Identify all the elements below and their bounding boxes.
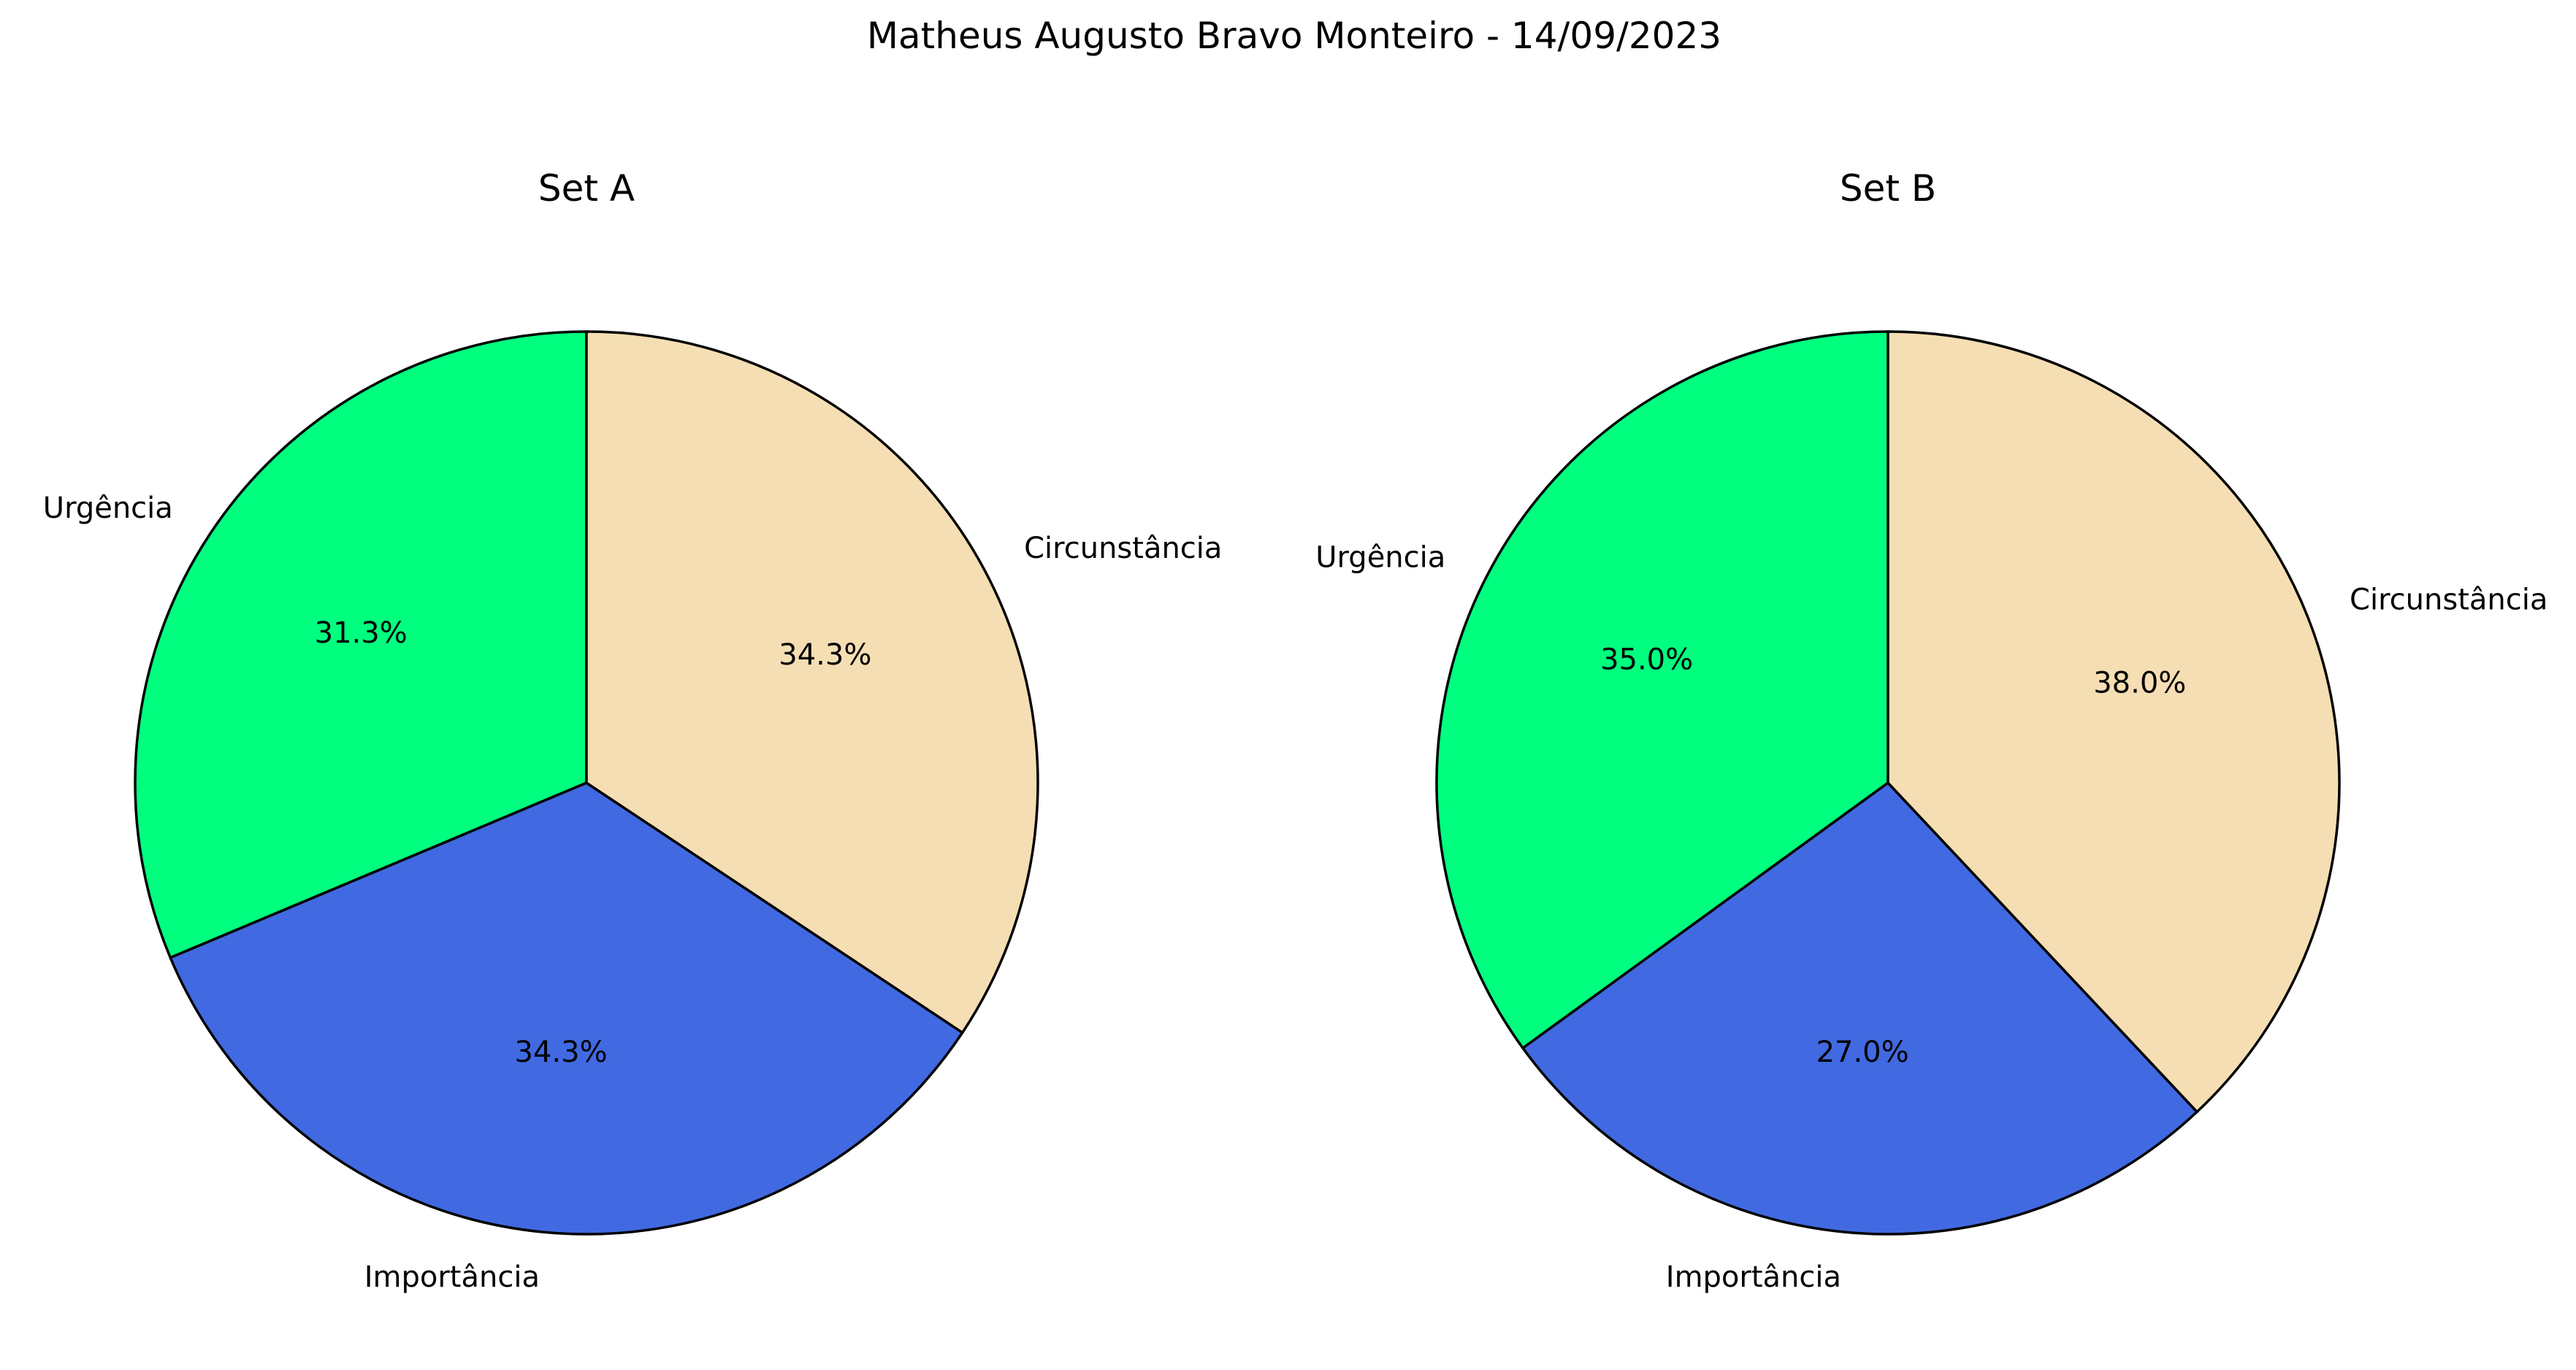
pct-label-set-b-urgencia: 35.0%	[1600, 643, 1693, 677]
slice-label-set-a-circunstancia: Circunstância	[1024, 532, 1222, 565]
slice-label-set-b-importancia: Importância	[1666, 1260, 1841, 1294]
pie-slice-set-a-urgencia	[134, 330, 588, 960]
slice-label-set-a-importancia: Importância	[364, 1260, 540, 1294]
pie-slice-set-b-circunstancia	[1887, 330, 2341, 1114]
slice-label-set-a-urgencia: Urgência	[43, 491, 173, 525]
pie-slice-set-b-urgencia	[1435, 330, 1889, 1049]
pct-label-set-b-circunstancia: 38.0%	[2093, 666, 2186, 700]
pie-slice-set-a-circunstancia	[585, 330, 1039, 1034]
figure-suptitle: Matheus Augusto Bravo Monteiro - 14/09/2…	[867, 15, 1721, 57]
pie-slice-set-b-importancia	[1521, 781, 2198, 1236]
pie-title-set-b: Set B	[1840, 167, 1936, 210]
pie-chart-set-a: Set A Urgência 31.3% Importância 34.3% Circu…	[43, 167, 1223, 1294]
pie-title-set-a: Set A	[538, 167, 635, 210]
slice-label-set-b-circunstancia: Circunstância	[2350, 583, 2548, 617]
pie-chart-set-b: Set B Urgência 35.0% Importância 27.0% Circu…	[1315, 167, 2548, 1294]
pct-label-set-b-importancia: 27.0%	[1816, 1036, 1909, 1069]
pct-label-set-a-urgencia: 31.3%	[315, 616, 408, 650]
slice-label-set-b-urgencia: Urgência	[1315, 540, 1445, 574]
pct-label-set-a-circunstancia: 34.3%	[779, 638, 871, 672]
pie-slice-set-a-importancia	[169, 781, 964, 1236]
pct-label-set-a-importancia: 34.3%	[515, 1036, 608, 1069]
